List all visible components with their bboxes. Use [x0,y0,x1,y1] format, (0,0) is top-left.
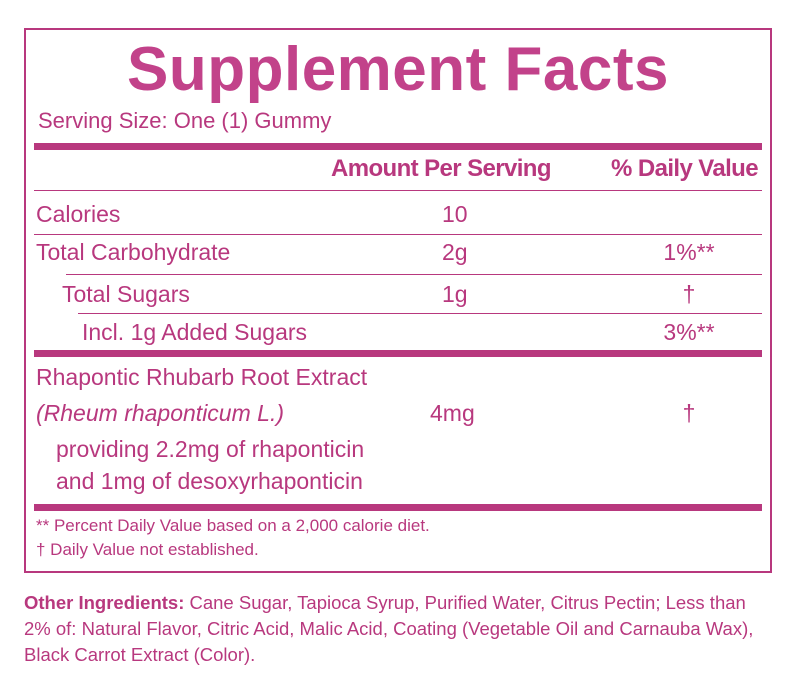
row-divider [66,274,762,275]
row-divider [34,234,762,235]
supplement-facts-panel: Supplement Facts Serving Size: One (1) G… [24,28,772,573]
header-divider-thick [34,143,762,150]
calories-label: Calories [36,201,121,227]
other-ingredients: Other Ingredients: Cane Sugar, Tapioca S… [24,590,776,668]
total-carbohydrate-dv: 1%** [663,239,715,265]
row-divider [34,190,762,191]
added-sugars-dv: 3%** [663,319,715,345]
total-carbohydrate-amount: 2g [442,239,468,265]
extract-latin-name: (Rheum rhaponticum L.) [36,400,284,426]
row-divider [78,313,762,314]
added-sugars-label: Incl. 1g Added Sugars [82,319,308,345]
extract-name: Rhapontic Rhubarb Root Extract [36,364,368,390]
section-divider-thick [34,350,762,357]
panel-title: Supplement Facts [127,35,669,104]
amount-per-serving-header: Amount Per Serving [331,155,552,182]
other-ingredients-text: Cane Sugar, Tapioca Syrup, Purified Wate… [24,592,754,665]
serving-size: Serving Size: One (1) Gummy [38,108,332,133]
calories-amount: 10 [442,201,468,227]
footnote-percent-dv: ** Percent Daily Value based on a 2,000 … [36,516,430,535]
extract-providing-line-2: and 1mg of desoxyrhaponticin [56,468,363,494]
other-ingredients-label: Other Ingredients: [24,592,185,613]
total-carbohydrate-label: Total Carbohydrate [36,239,231,265]
footnote-dagger: † Daily Value not established. [36,540,259,559]
total-sugars-amount: 1g [442,281,468,307]
total-sugars-label: Total Sugars [62,281,190,307]
total-sugars-dv: † [682,281,696,307]
footer-divider-thick [34,504,762,511]
daily-value-header: % Daily Value [611,155,759,182]
extract-dv: † [682,400,696,426]
extract-amount: 4mg [430,400,475,426]
extract-providing-line-1: providing 2.2mg of rhaponticin [56,436,365,462]
